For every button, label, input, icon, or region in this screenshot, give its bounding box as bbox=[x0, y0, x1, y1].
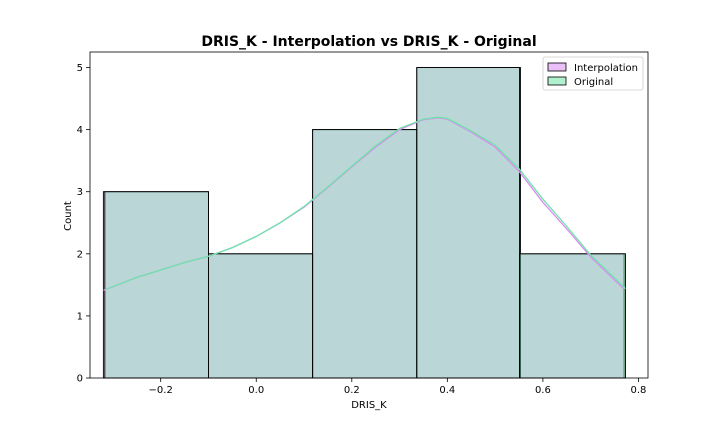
y-axis-label: Count bbox=[63, 201, 74, 231]
y-tick-label: 1 bbox=[77, 311, 83, 322]
legend: Interpolation Original bbox=[542, 56, 644, 91]
bar-interpolation-0 bbox=[102, 191, 209, 379]
y-tick-label: 5 bbox=[77, 63, 83, 74]
bar-interpolation-1 bbox=[208, 253, 314, 379]
kde-line-original bbox=[104, 116, 626, 291]
plot-frame bbox=[89, 51, 649, 379]
x-axis: −0.2 0.0 0.2 0.4 0.6 0.8 bbox=[149, 378, 646, 396]
bar-interpolation-4 bbox=[519, 253, 625, 379]
x-tick-label: 0.6 bbox=[535, 385, 551, 396]
chart-title: DRIS_K - Interpolation vs DRIS_K - Origi… bbox=[201, 34, 536, 50]
y-tick-label: 3 bbox=[77, 187, 83, 198]
y-axis: 0 1 2 3 4 5 bbox=[77, 63, 90, 385]
bar-original-4 bbox=[519, 253, 626, 379]
x-tick-label: 0.0 bbox=[248, 385, 264, 396]
y-tick-label: 0 bbox=[77, 374, 83, 385]
x-axis-label: DRIS_K bbox=[351, 400, 387, 411]
bar-interpolation-3 bbox=[416, 67, 521, 379]
legend-label-original: Original bbox=[574, 77, 613, 88]
legend-box bbox=[542, 56, 644, 91]
legend-swatch-interpolation bbox=[547, 62, 567, 72]
legend-label-interpolation: Interpolation bbox=[574, 63, 638, 74]
bar-original-0 bbox=[104, 191, 209, 379]
y-tick-label: 2 bbox=[77, 249, 83, 260]
bar-original-1 bbox=[208, 253, 314, 379]
bars-layer bbox=[102, 67, 626, 379]
legend-swatch-original bbox=[547, 76, 567, 86]
kde-layer bbox=[103, 116, 626, 292]
x-tick-label: 0.8 bbox=[630, 385, 646, 396]
x-tick-label: −0.2 bbox=[149, 385, 173, 396]
x-tick-label: 0.2 bbox=[344, 385, 360, 396]
bar-original-2 bbox=[312, 129, 418, 379]
x-tick-label: 0.4 bbox=[439, 385, 455, 396]
y-tick-label: 4 bbox=[77, 125, 83, 136]
bar-original-3 bbox=[416, 67, 520, 379]
